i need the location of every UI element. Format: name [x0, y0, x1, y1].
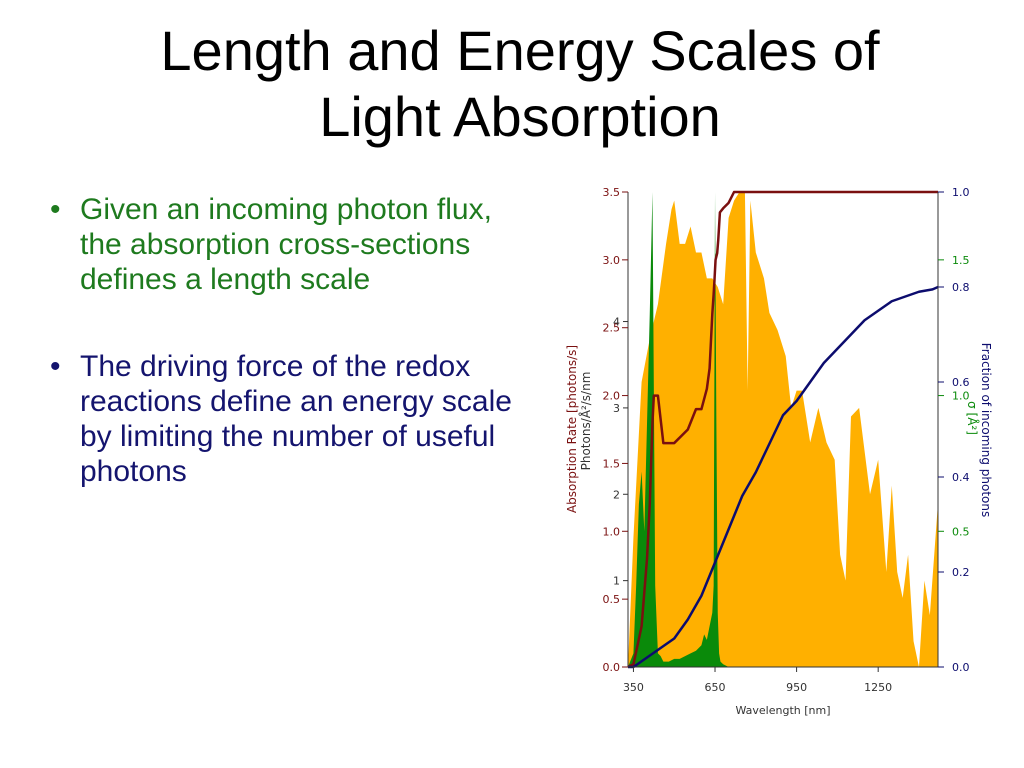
- photon-flux-tick-label: 2: [613, 488, 620, 501]
- photon-flux-tick-label: 1: [613, 575, 620, 588]
- absorption-rate-tick-label: 2.0: [603, 390, 621, 403]
- absorption-rate-axis-title: Absorption Rate [photons/s]: [565, 345, 579, 513]
- bullet-item-energy-scale: • The driving force of the redox reactio…: [50, 349, 530, 489]
- slide-title: Length and Energy Scales of Light Absorp…: [60, 18, 980, 150]
- fraction-tick-label: 1.0: [952, 186, 970, 199]
- solar-flux-area: [628, 192, 938, 667]
- bullet-list: • Given an incoming photon flux, the abs…: [50, 192, 530, 489]
- cross-section-tick-label: 1.5: [952, 254, 970, 267]
- bullet-text: Given an incoming photon flux, the absor…: [80, 193, 492, 296]
- x-tick-label: 950: [786, 681, 807, 694]
- absorption-rate-tick-label: 0.5: [603, 593, 621, 606]
- absorption-rate-tick-label: 2.5: [603, 322, 621, 335]
- fraction-tick-label: 0.6: [952, 376, 970, 389]
- x-tick-label: 350: [623, 681, 644, 694]
- x-tick-label: 650: [705, 681, 726, 694]
- absorption-rate-tick-label: 1.0: [603, 525, 621, 538]
- cross-section-axis-title: σ [Å²]: [965, 401, 980, 435]
- absorption-rate-tick-label: 1.5: [603, 457, 621, 470]
- photon-flux-axis-title: Photons/Å²/s/nm: [578, 372, 593, 471]
- bullet-text: The driving force of the redox reactions…: [80, 350, 512, 488]
- absorption-rate-tick-label: 0.0: [603, 661, 621, 674]
- absorption-rate-line: [627, 190, 938, 669]
- fraction-line: [628, 285, 939, 669]
- bullet-item-length-scale: • Given an incoming photon flux, the abs…: [50, 192, 530, 297]
- bullet-marker: •: [50, 350, 61, 383]
- fraction-axis-title: Fraction of incoming photons: [979, 343, 993, 518]
- x-axis-title: Wavelength [nm]: [735, 704, 830, 717]
- cross-section-tick-label: 1.0: [952, 390, 970, 403]
- slide-title-line-2: Light Absorption: [319, 85, 721, 148]
- fraction-tick-label: 0.0: [952, 661, 970, 674]
- fraction-tick-label: 0.4: [952, 471, 970, 484]
- bullet-marker: •: [50, 193, 61, 226]
- cross-section-tick-label: 0.5: [952, 525, 970, 538]
- fraction-tick-label: 0.8: [952, 281, 970, 294]
- photon-flux-tick-label: 3: [613, 402, 620, 415]
- x-tick-label: 1250: [864, 681, 892, 694]
- absorption-rate-tick-label: 3.5: [603, 186, 621, 199]
- slide-title-line-1: Length and Energy Scales of: [160, 19, 880, 82]
- photon-flux-tick-label: 4: [613, 316, 620, 329]
- absorption-rate-tick-label: 3.0: [603, 254, 621, 267]
- fraction-tick-label: 0.2: [952, 566, 970, 579]
